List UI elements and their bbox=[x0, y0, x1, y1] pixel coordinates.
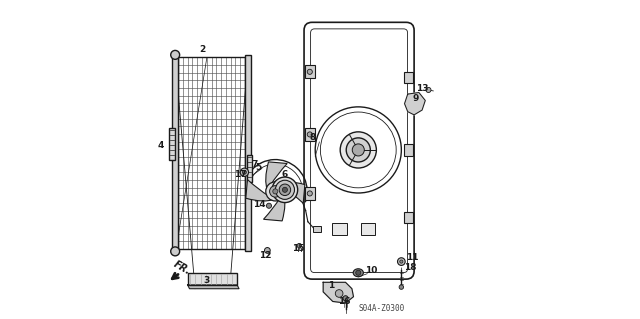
Circle shape bbox=[400, 260, 403, 263]
Bar bbox=[246, 155, 252, 182]
Bar bbox=[305, 65, 315, 78]
Circle shape bbox=[307, 69, 312, 74]
Circle shape bbox=[352, 144, 364, 156]
Text: 1: 1 bbox=[328, 281, 334, 290]
Circle shape bbox=[307, 132, 312, 137]
Circle shape bbox=[171, 50, 180, 59]
Circle shape bbox=[426, 87, 431, 93]
Text: 7: 7 bbox=[252, 160, 258, 169]
Text: 12: 12 bbox=[260, 251, 272, 260]
Circle shape bbox=[282, 187, 287, 192]
Polygon shape bbox=[404, 93, 425, 115]
Circle shape bbox=[397, 258, 405, 265]
Text: 6: 6 bbox=[282, 170, 288, 179]
Text: 9: 9 bbox=[413, 94, 419, 103]
Text: 14: 14 bbox=[253, 200, 266, 209]
PathPatch shape bbox=[264, 192, 285, 221]
Bar bbox=[404, 144, 413, 156]
Circle shape bbox=[171, 247, 180, 256]
Circle shape bbox=[269, 186, 281, 197]
Circle shape bbox=[307, 191, 312, 196]
Circle shape bbox=[356, 270, 361, 275]
PathPatch shape bbox=[246, 180, 275, 201]
Bar bbox=[188, 273, 237, 285]
PathPatch shape bbox=[266, 162, 287, 191]
Circle shape bbox=[346, 138, 371, 162]
Bar bbox=[404, 72, 413, 83]
Circle shape bbox=[279, 184, 291, 196]
Text: 11: 11 bbox=[406, 253, 419, 262]
Text: 3: 3 bbox=[204, 276, 210, 285]
Bar bbox=[404, 212, 413, 223]
Bar bbox=[178, 57, 245, 249]
Text: 18: 18 bbox=[404, 263, 416, 272]
Text: S04A-Z0300: S04A-Z0300 bbox=[358, 304, 404, 313]
Circle shape bbox=[266, 203, 271, 208]
Text: 15: 15 bbox=[292, 244, 305, 253]
Bar bbox=[172, 55, 178, 251]
Polygon shape bbox=[323, 282, 353, 303]
Bar bbox=[170, 128, 175, 160]
Text: 10: 10 bbox=[365, 266, 378, 275]
Circle shape bbox=[399, 285, 404, 289]
Bar bbox=[360, 223, 375, 235]
Circle shape bbox=[273, 189, 278, 194]
Circle shape bbox=[243, 170, 246, 174]
Circle shape bbox=[343, 296, 348, 301]
Circle shape bbox=[275, 180, 294, 199]
Text: 13: 13 bbox=[416, 84, 428, 93]
Text: 5: 5 bbox=[255, 163, 261, 172]
Circle shape bbox=[272, 177, 298, 203]
Circle shape bbox=[335, 290, 343, 297]
Circle shape bbox=[266, 182, 285, 201]
Text: 16: 16 bbox=[338, 297, 350, 306]
Text: 8: 8 bbox=[310, 133, 316, 142]
Bar bbox=[305, 187, 315, 200]
Circle shape bbox=[240, 168, 248, 176]
Bar bbox=[305, 128, 315, 141]
PathPatch shape bbox=[276, 182, 305, 203]
Polygon shape bbox=[188, 285, 239, 289]
Circle shape bbox=[264, 248, 270, 253]
Text: FR.: FR. bbox=[172, 259, 193, 277]
Bar bbox=[313, 226, 321, 232]
Ellipse shape bbox=[353, 269, 364, 277]
Bar bbox=[332, 223, 347, 235]
Circle shape bbox=[340, 132, 376, 168]
Text: 4: 4 bbox=[158, 141, 164, 150]
Circle shape bbox=[297, 243, 301, 248]
Text: 17: 17 bbox=[234, 170, 246, 179]
Text: 2: 2 bbox=[199, 45, 205, 54]
Bar bbox=[245, 55, 251, 251]
